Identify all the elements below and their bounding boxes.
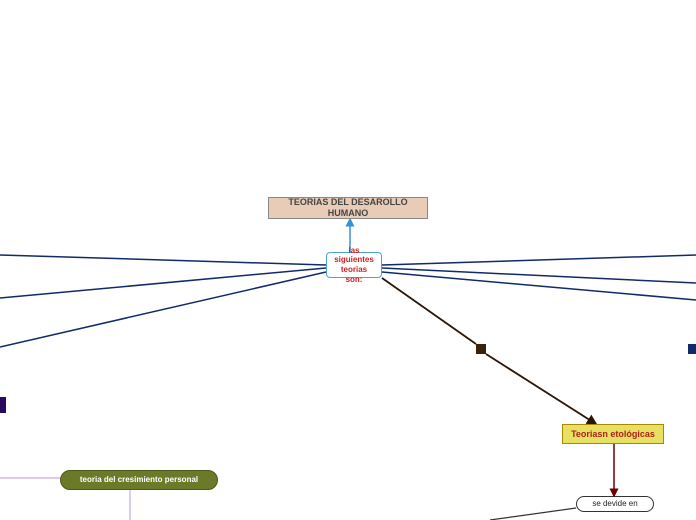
sub-node-text: las siguientes teorias son: bbox=[334, 246, 374, 284]
left-edge-strip bbox=[0, 397, 6, 413]
sub-line1: las siguientes bbox=[334, 246, 374, 265]
node-etologicas: Teoriasn etológicas bbox=[562, 424, 664, 444]
waypoint-square-brown bbox=[476, 344, 486, 354]
waypoint-square-blue bbox=[688, 344, 696, 354]
root-node-teorias: TEORIAS DEL DESAROLLO HUMANO bbox=[268, 197, 428, 219]
node-etologicas-label: Teoriasn etológicas bbox=[571, 429, 655, 440]
sub-node-siguientes: las siguientes teorias son: bbox=[326, 252, 382, 278]
sub-line2: teorias son: bbox=[341, 265, 367, 284]
node-cresimiento: teoria del cresimiento personal bbox=[60, 470, 218, 490]
node-se-devide-label: se devide en bbox=[592, 499, 637, 509]
root-node-label: TEORIAS DEL DESAROLLO HUMANO bbox=[279, 197, 417, 219]
node-cresimiento-label: teoria del cresimiento personal bbox=[80, 475, 198, 485]
node-se-devide: se devide en bbox=[576, 496, 654, 512]
